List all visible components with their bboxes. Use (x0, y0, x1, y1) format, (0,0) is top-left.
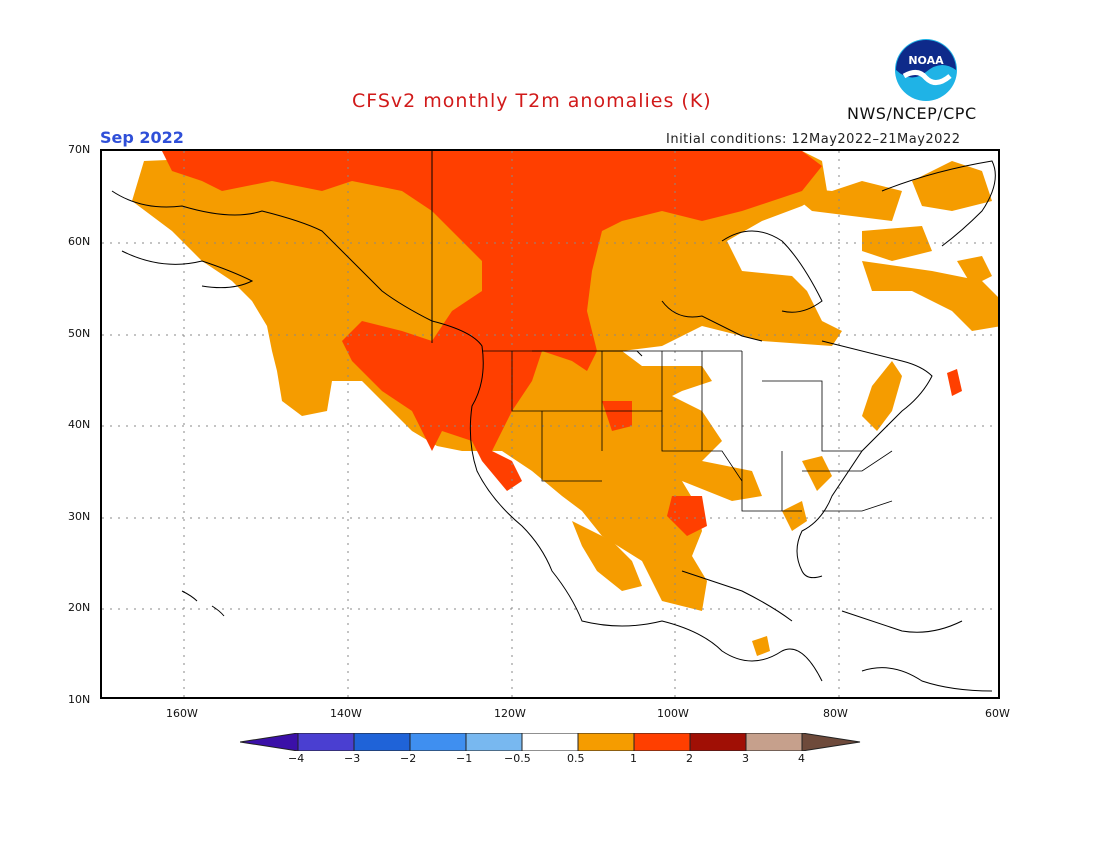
chart-title: CFSv2 monthly T2m anomalies (K) (352, 90, 712, 112)
colorbar-label: −4 (288, 752, 305, 765)
lon-label-80w: 80W (823, 707, 848, 720)
lat-label-10n: 10N (68, 693, 91, 706)
colorbar-label: −0.5 (504, 752, 531, 765)
colorbar-swatch-minus3 (353, 732, 411, 752)
coastlines (111, 151, 996, 692)
state-borders (482, 350, 893, 512)
colorbar-swatch-1 (633, 732, 691, 752)
colorbar-arrow-high (801, 732, 861, 752)
colorbar-label: 4 (798, 752, 805, 765)
anomaly-map (100, 149, 1000, 699)
svg-text:NOAA: NOAA (908, 54, 944, 67)
colorbar-swatch-0p5 (577, 732, 635, 752)
agency-label: NWS/NCEP/CPC (847, 104, 977, 123)
colorbar-swatch-minus1 (465, 732, 523, 752)
colorbar-label: 0.5 (567, 752, 585, 765)
colorbar-label: −1 (456, 752, 473, 765)
lon-label-160w: 160W (166, 707, 198, 720)
lat-label-50n: 50N (68, 327, 91, 340)
lat-label-60n: 60N (68, 235, 91, 248)
noaa-logo: NOAA (894, 38, 958, 102)
colorbar-swatch-minus2 (409, 732, 467, 752)
lat-label-20n: 20N (68, 601, 91, 614)
lat-label-30n: 30N (68, 510, 91, 523)
colorbar-swatch-3 (745, 732, 803, 752)
lon-label-100w: 100W (657, 707, 689, 720)
graticule (102, 151, 998, 697)
colorbar-label: 3 (742, 752, 749, 765)
lon-label-60w: 60W (985, 707, 1010, 720)
colorbar-arrow-low (239, 732, 299, 752)
lon-label-140w: 140W (330, 707, 362, 720)
anomaly-fill-1-2 (162, 151, 962, 536)
colorbar-swatch-minus4 (297, 732, 355, 752)
colorbar-swatch-neutral (521, 732, 579, 752)
colorbar-label: −2 (400, 752, 417, 765)
lat-label-40n: 40N (68, 418, 91, 431)
colorbar-label: −3 (344, 752, 361, 765)
lat-label-70n: 70N (68, 143, 91, 156)
colorbar-label: 2 (686, 752, 693, 765)
colorbar-label: 1 (630, 752, 637, 765)
initial-conditions: Initial conditions: 12May2022–21May2022 (666, 132, 961, 147)
colorbar-swatch-2 (689, 732, 747, 752)
lon-label-120w: 120W (494, 707, 526, 720)
forecast-month: Sep 2022 (100, 128, 184, 147)
colorbar (239, 732, 862, 755)
